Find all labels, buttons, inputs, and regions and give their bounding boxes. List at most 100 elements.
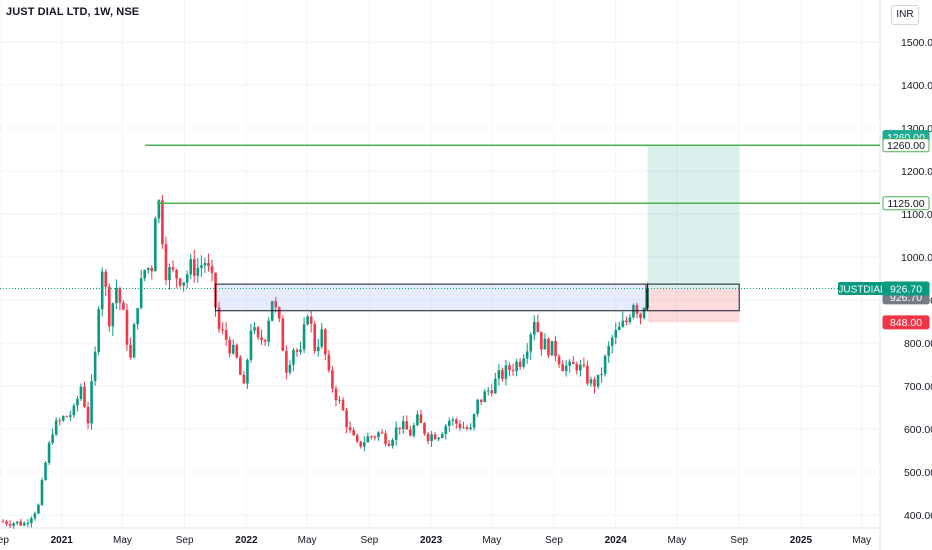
candle-body [515,361,518,372]
candle-body [479,399,483,403]
candle-body [207,263,210,267]
candle-body [37,504,40,514]
candle-body [30,518,33,524]
y-tick-label: 1200.00 [901,166,932,178]
candle-body [210,266,214,273]
candle-body [40,479,44,505]
candle-body [394,427,398,440]
candle-body [54,420,58,435]
candle-body [217,307,221,330]
y-tick-label: 500.00 [904,467,932,479]
candle-body [423,423,426,434]
candle-body [600,373,603,375]
x-tick-label: 2024 [605,535,628,546]
candle-body [564,365,568,372]
candle-body [635,304,639,314]
candle-body [518,361,522,367]
candle-body [100,271,104,310]
candle-body [430,434,433,442]
range-box[interactable] [215,283,647,312]
candle-body [122,302,125,310]
x-tick-label: Sep [176,535,194,546]
candle-body [316,346,320,352]
candle-body [299,349,302,352]
candle-body [362,442,366,447]
candle-body [76,398,79,406]
candle-body [607,346,610,356]
candle-body [529,334,533,352]
candle-body [334,388,338,401]
candle-body [426,433,430,442]
candle-body [504,365,508,379]
candle-body [203,263,207,266]
candle-body [409,429,412,436]
candle-body [69,415,72,417]
candle-body [239,357,242,375]
candle-body [540,331,543,350]
candle-body [200,265,203,268]
candle-body [373,436,377,438]
x-tick-label: 2021 [51,535,74,546]
candle-body [469,427,472,430]
candle-body [161,200,164,245]
candle-body [405,421,409,430]
candle-body [143,270,147,279]
x-tick-label: 2022 [235,535,258,546]
candle-body [451,419,455,421]
chart-title: JUST DIAL LTD, 1W, NSE [6,6,140,18]
candle-body [324,329,327,355]
position-profit-zone[interactable] [647,145,740,289]
candle-body [115,287,118,304]
candle-body [19,521,23,526]
candle-body [164,244,168,281]
candle-body [22,523,26,526]
resistance-tag-bg [882,196,930,211]
x-tick-label: May [852,535,871,546]
x-tick-label: May [668,535,687,546]
candle-body [377,432,380,438]
candle-body [501,370,504,379]
x-tick-label: May [482,535,501,546]
stop-tag-bg [882,315,930,330]
candle-body [253,327,256,331]
candle-body [51,434,54,443]
x-tick-label: May [298,535,317,546]
candle-body [267,320,270,342]
candle-body [246,359,249,384]
candle-body [639,313,642,319]
candle-body [444,425,448,434]
candle-body [331,370,334,389]
candle-body [575,363,579,371]
candle-body [224,329,228,340]
candle-body [338,399,341,401]
candle-body [476,399,479,415]
candle-body [447,420,451,426]
candle-body [58,420,62,422]
y-tick-label: 700.00 [904,381,932,393]
candle-body [391,439,394,446]
candle-body [168,267,171,281]
candle-body [97,309,100,352]
resistance-tag: 1125.00 [887,198,924,210]
candle-body [281,318,285,351]
position-loss-zone[interactable] [647,288,740,323]
candle-body [61,416,65,421]
position-entry-box[interactable] [647,283,740,312]
candle-body [171,267,175,270]
candle-body [150,267,154,272]
candle-body [401,421,405,430]
y-tick-label: 1400.00 [901,80,932,92]
candle-body [309,316,313,324]
candle-body [380,432,384,434]
x-tick-label: Sep [730,535,748,546]
candle-body [90,381,93,424]
candle-body [86,406,90,424]
candle-body [416,414,419,426]
y-tick-label: 400.00 [904,510,932,522]
candle-body [129,344,132,358]
currency-button[interactable]: INR [891,5,919,25]
candle-body [603,355,607,374]
candle-body [341,399,345,411]
candle-body [359,441,363,447]
